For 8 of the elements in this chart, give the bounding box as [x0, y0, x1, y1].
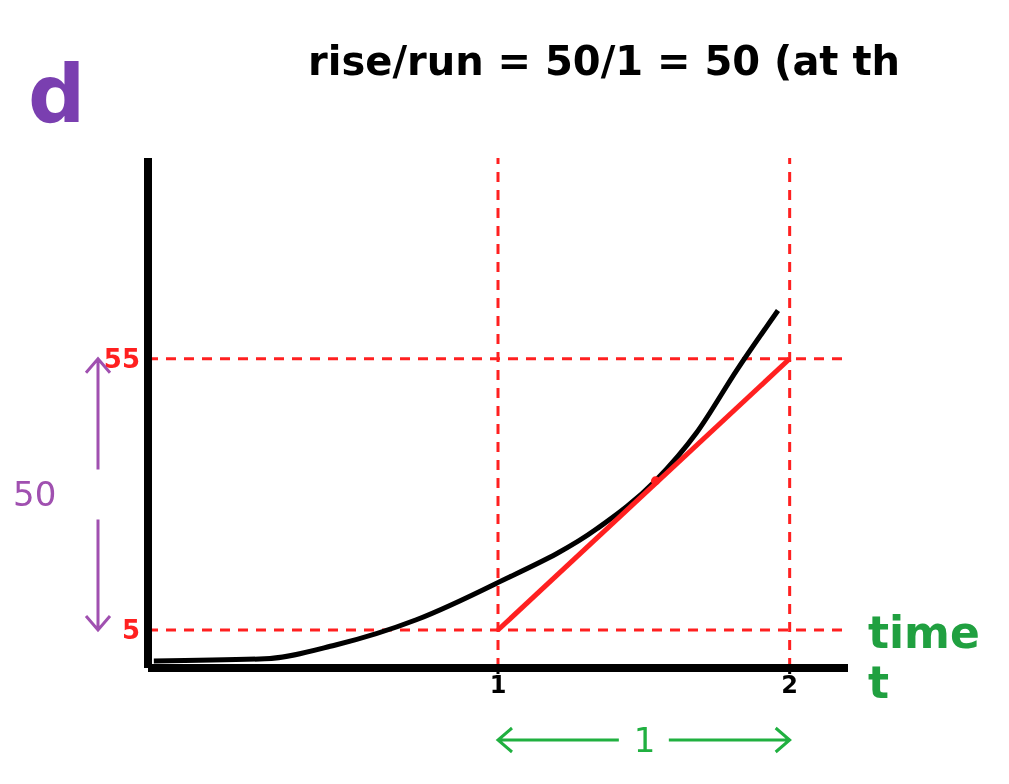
- text: 1: [633, 720, 656, 760]
- text: rise/run = 50/1 = 50 (at th: [308, 38, 901, 84]
- y-tick-label: 5: [121, 615, 140, 646]
- y-tick-label: 55: [103, 343, 140, 374]
- x-tick-label: 2: [781, 671, 799, 700]
- text: 50: [13, 474, 57, 515]
- x-axis-title: time t: [868, 607, 981, 708]
- y-axis-title: d: [28, 48, 86, 141]
